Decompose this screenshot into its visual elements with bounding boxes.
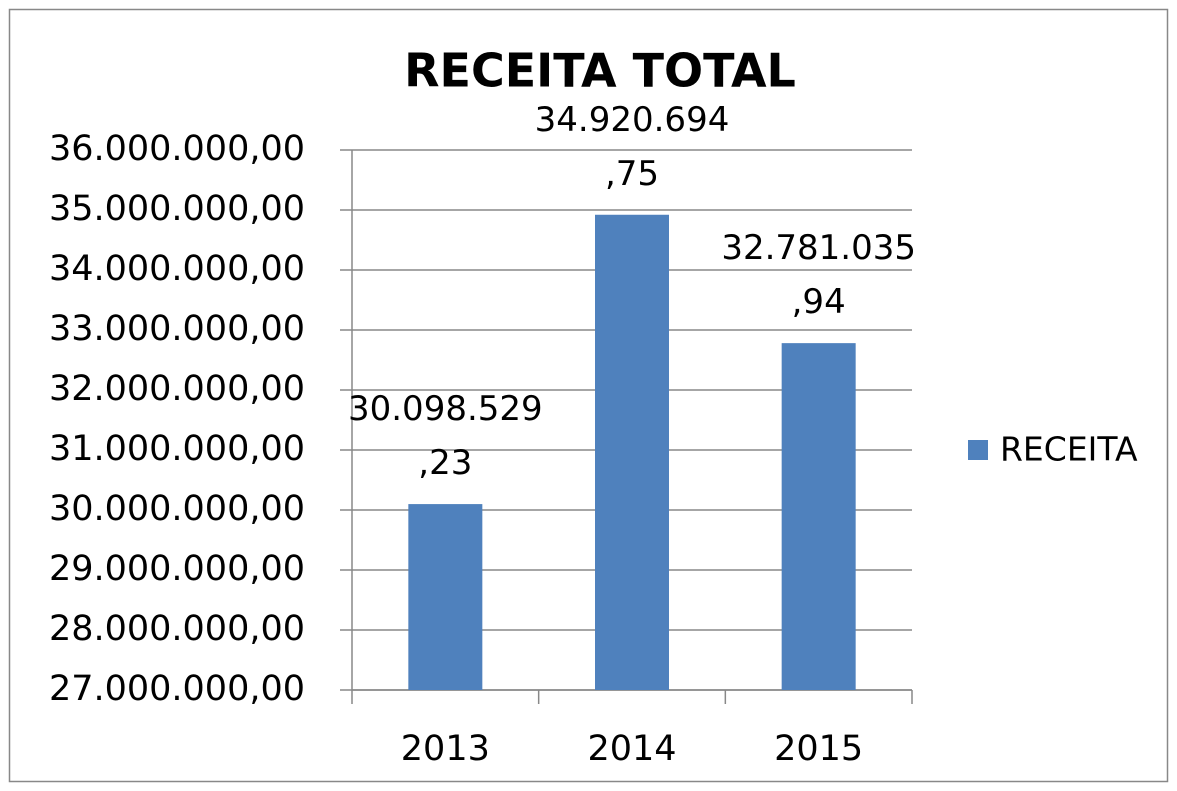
legend-label: RECEITA bbox=[1000, 430, 1138, 469]
data-label-line: 32.781.035 bbox=[721, 228, 916, 268]
x-tick-label: 2015 bbox=[774, 729, 863, 769]
y-tick-label: 28.000.000,00 bbox=[49, 609, 305, 649]
bar bbox=[781, 343, 856, 690]
data-label: 32.781.035 ,94 bbox=[721, 228, 916, 322]
x-tick-label: 2014 bbox=[587, 729, 676, 769]
data-label-line: ,23 bbox=[418, 443, 472, 483]
y-tick-label: 34.000.000,00 bbox=[49, 249, 305, 289]
y-tick-label: 35.000.000,00 bbox=[49, 189, 305, 229]
y-tick-label: 33.000.000,00 bbox=[49, 309, 305, 349]
bar bbox=[408, 504, 483, 690]
data-label-line: 34.920.694 bbox=[535, 99, 730, 139]
data-label-line: 30.098.529 bbox=[348, 389, 543, 429]
data-label: 30.098.529 ,23 bbox=[348, 389, 543, 483]
x-tick-label: 2013 bbox=[401, 729, 490, 769]
chart-border bbox=[8, 8, 1169, 783]
y-tick-label: 36.000.000,00 bbox=[49, 129, 305, 169]
bar bbox=[595, 214, 669, 691]
data-label-line: ,94 bbox=[792, 282, 846, 322]
legend-swatch bbox=[968, 440, 988, 460]
chart-title: RECEITA TOTAL bbox=[404, 44, 796, 98]
y-tick-label: 30.000.000,00 bbox=[49, 489, 305, 529]
y-tick-label: 29.000.000,00 bbox=[49, 549, 305, 589]
data-label: 34.920.694 ,75 bbox=[535, 99, 730, 193]
y-tick-label: 32.000.000,00 bbox=[49, 369, 305, 409]
data-label-line: ,75 bbox=[605, 153, 659, 193]
y-tick-label: 31.000.000,00 bbox=[49, 429, 305, 469]
y-tick-label: 27.000.000,00 bbox=[49, 669, 305, 709]
